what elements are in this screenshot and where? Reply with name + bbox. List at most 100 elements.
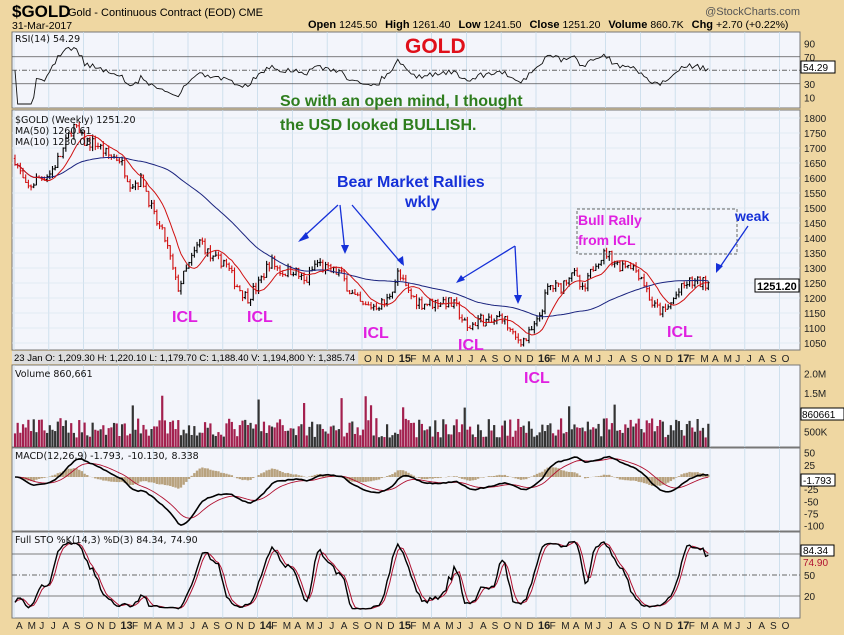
macd-histogram-bar xyxy=(43,477,46,478)
rsi-legend: RSI(14) 54.29 xyxy=(15,34,80,45)
volume-bar xyxy=(675,419,678,447)
price-bar xyxy=(546,283,549,296)
volume-bar xyxy=(685,424,689,447)
macd-histogram-bar xyxy=(155,477,159,484)
volume-bar xyxy=(699,430,702,447)
volume-bar xyxy=(418,419,421,447)
volume-bar xyxy=(102,425,105,447)
volume-bar xyxy=(177,420,180,447)
price-bar xyxy=(669,302,673,310)
volume-bar xyxy=(214,435,217,447)
price-bar xyxy=(608,250,611,261)
month-label: J xyxy=(608,621,613,632)
macd-histogram-bar xyxy=(37,477,41,479)
volume-bar xyxy=(367,420,370,447)
price-bar xyxy=(642,273,646,287)
price-bar xyxy=(356,292,359,297)
price-bar xyxy=(672,297,675,305)
volume-bar xyxy=(348,422,351,447)
volume-bar xyxy=(573,424,576,447)
macd-histogram-bar xyxy=(642,477,646,484)
macd-histogram-bar xyxy=(94,477,97,479)
macd-histogram-bar xyxy=(634,477,638,481)
arrow-heads xyxy=(298,232,723,304)
price-bar xyxy=(169,244,172,260)
price-bar xyxy=(637,268,640,281)
volume-bar xyxy=(426,429,429,447)
volume-bar xyxy=(474,437,477,447)
price-bar xyxy=(201,237,204,245)
macd-histogram-bar xyxy=(418,477,421,478)
price-bar xyxy=(565,279,568,286)
month-label: J xyxy=(178,621,183,632)
price-bar xyxy=(514,330,517,340)
price-bar xyxy=(67,132,70,139)
macd-histogram-bar xyxy=(680,474,683,477)
month-label: O xyxy=(503,621,511,632)
volume-bar xyxy=(642,432,646,447)
macd-histogram-bar xyxy=(83,473,86,477)
month-label-top: A xyxy=(619,354,626,365)
macd-histogram-bar xyxy=(650,477,654,486)
sto-tick-label: 50 xyxy=(804,571,816,582)
volume-bar xyxy=(704,437,707,447)
price-bar xyxy=(185,264,188,272)
price-last-value: 1251.20 xyxy=(757,281,797,293)
volume-tick-label: 1.5M xyxy=(804,389,826,400)
price-bar xyxy=(538,312,541,322)
price-bar xyxy=(233,267,236,290)
volume-bar xyxy=(356,427,359,447)
macd-histogram-bar xyxy=(407,472,410,477)
price-bar xyxy=(278,265,282,276)
volume-bar xyxy=(137,418,140,447)
volume-bar xyxy=(83,422,86,447)
macd-histogram-bar xyxy=(653,477,656,486)
macd-histogram-bar xyxy=(375,477,378,481)
month-label: M xyxy=(306,621,314,632)
volume-bar xyxy=(21,424,25,447)
volume-bar xyxy=(423,430,426,447)
macd-histogram-bar xyxy=(498,474,501,477)
volume-bar xyxy=(680,430,683,447)
volume-bar xyxy=(385,424,389,447)
volume-bar xyxy=(458,432,461,447)
macd-histogram-bar xyxy=(600,475,603,477)
price-bar xyxy=(661,306,665,318)
macd-histogram-bar xyxy=(198,468,201,477)
volume-bar xyxy=(452,425,456,447)
price-bar xyxy=(177,274,180,292)
volume-bar xyxy=(120,424,124,447)
month-label: J xyxy=(596,621,601,632)
macd-histogram-bar xyxy=(688,471,691,477)
volume-bar xyxy=(511,436,515,447)
macd-histogram-bar xyxy=(209,469,212,477)
price-bar xyxy=(345,275,349,292)
volume-bar xyxy=(246,425,249,447)
macd-histogram-bar xyxy=(56,473,60,477)
price-bar xyxy=(284,273,287,277)
macd-histogram-bar xyxy=(393,472,397,477)
price-bar xyxy=(573,267,576,276)
volume-bar xyxy=(455,419,458,447)
macd-histogram-bar xyxy=(455,476,458,477)
volume-bar xyxy=(166,433,169,447)
macd-histogram-bar xyxy=(466,477,469,481)
price-bar xyxy=(557,282,560,287)
macd-histogram-bar xyxy=(348,477,351,482)
price-bar xyxy=(578,274,582,290)
price-bar xyxy=(24,174,27,184)
volume-bar xyxy=(94,429,97,447)
price-bar xyxy=(650,296,654,308)
price-bar xyxy=(206,248,209,257)
volume-bar xyxy=(59,418,62,447)
macd-tick-label: 50 xyxy=(804,449,816,460)
macd-histogram-bar xyxy=(436,477,440,479)
price-bar xyxy=(501,313,504,324)
volume-bar xyxy=(297,426,300,447)
price-bar xyxy=(586,272,590,292)
macd-histogram-bar xyxy=(102,477,105,481)
month-label: M xyxy=(28,621,36,632)
volume-bar xyxy=(535,435,539,447)
macd-histogram-bar xyxy=(559,470,563,477)
